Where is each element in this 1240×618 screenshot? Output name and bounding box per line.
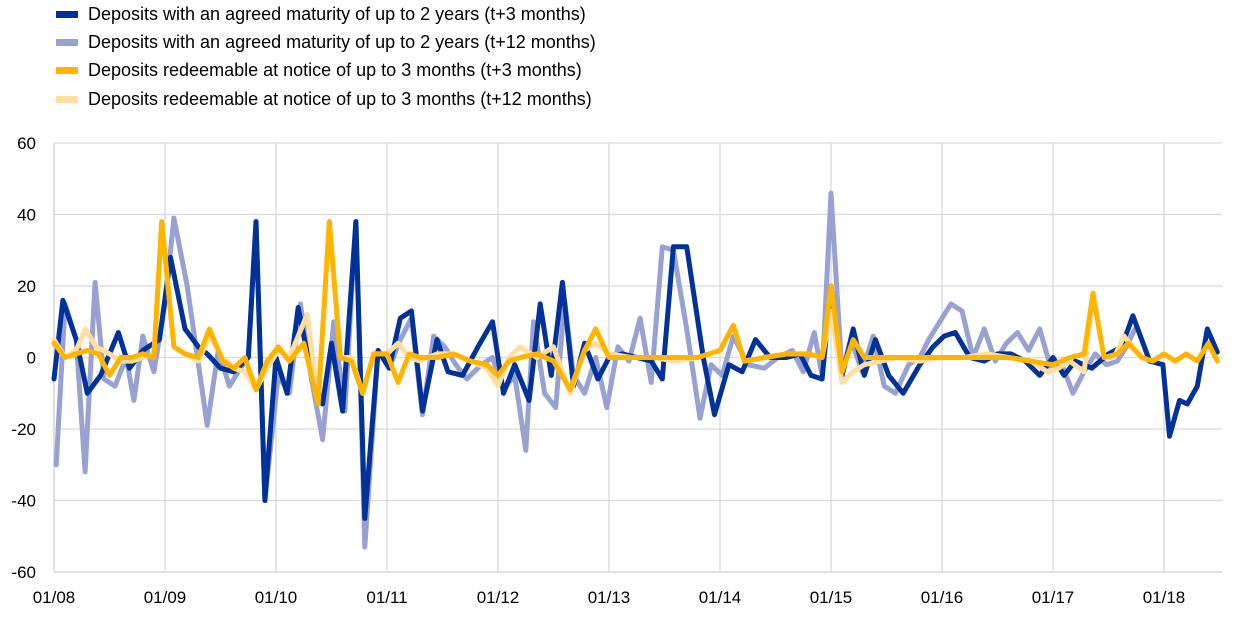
y-tick-label: 40: [17, 206, 36, 225]
legend-item: Deposits redeemable at notice of up to 3…: [56, 60, 582, 81]
legend-item: Deposits redeemable at notice of up to 3…: [56, 89, 592, 110]
x-tick-label: 01/12: [477, 588, 520, 607]
legend-swatch-icon: [56, 39, 78, 46]
legend-label: Deposits with an agreed maturity of up t…: [88, 32, 596, 52]
legend-label: Deposits with an agreed maturity of up t…: [88, 4, 586, 24]
y-tick-label: -20: [11, 420, 36, 439]
y-tick-label: -40: [11, 492, 36, 511]
x-tick-label: 01/11: [366, 588, 407, 607]
x-tick-label: 01/13: [588, 588, 631, 607]
series-line-2: [51, 219, 1220, 407]
legend-label: Deposits redeemable at notice of up to 3…: [88, 89, 592, 109]
x-tick-label: 01/18: [1143, 588, 1186, 607]
x-tick-label: 01/14: [699, 588, 742, 607]
x-tick-label: 01/09: [144, 588, 187, 607]
legend-swatch-icon: [56, 96, 78, 103]
x-tick-label: 01/15: [810, 588, 853, 607]
x-tick-label: 01/10: [255, 588, 298, 607]
x-tick-label: 01/16: [921, 588, 964, 607]
x-tick-label: 01/17: [1032, 588, 1075, 607]
x-tick-label: 01/08: [33, 588, 76, 607]
legend-label: Deposits redeemable at notice of up to 3…: [88, 60, 582, 80]
y-tick-label: 20: [17, 277, 36, 296]
legend-item: Deposits with an agreed maturity of up t…: [56, 4, 586, 25]
legend-swatch-icon: [56, 11, 78, 18]
series-line-1: [53, 190, 1138, 550]
y-tick-label: -60: [11, 563, 36, 582]
y-tick-label: 60: [17, 134, 36, 153]
legend-item: Deposits with an agreed maturity of up t…: [56, 32, 596, 53]
y-tick-label: 0: [27, 349, 36, 368]
legend-swatch-icon: [56, 67, 78, 74]
